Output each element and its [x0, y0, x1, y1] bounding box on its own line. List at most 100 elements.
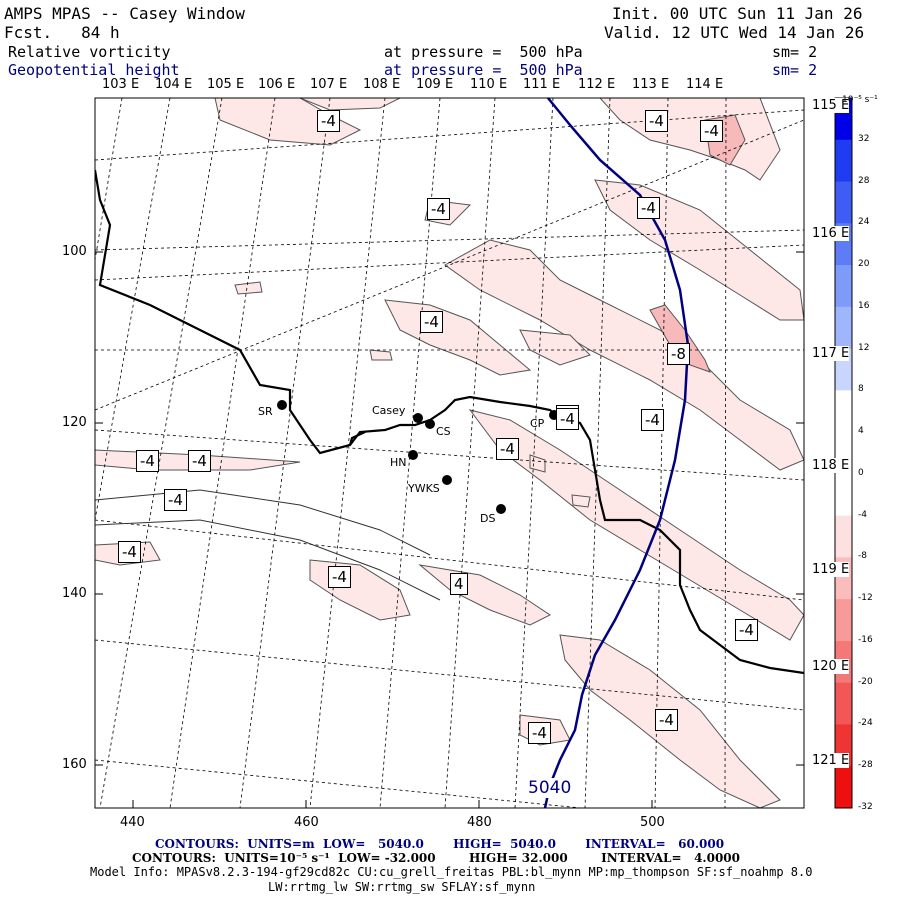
field2-pressure: at pressure = 500 hPa [384, 61, 583, 79]
contour-label: -4 [188, 450, 211, 472]
colorbar-tick-label: -32 [858, 802, 873, 812]
contour-label: -4 [317, 110, 340, 132]
top-lon-label: 110 E [470, 77, 508, 92]
colorbar-tick-label: -24 [858, 718, 873, 729]
field2-name: Geopotential height [8, 61, 180, 79]
colorbar-tick-label: 32 [858, 133, 870, 144]
top-lon-label: 111 E [523, 77, 561, 92]
contour-label: -4 [528, 722, 551, 744]
colorbar-tick-label: -8 [858, 551, 867, 562]
contour-label: -4 [136, 450, 159, 472]
contour-label: -4 [637, 197, 660, 219]
right-lat-label: 121 E [812, 753, 850, 768]
x-axis-label: 440 [120, 815, 145, 830]
colorbar-swatch [835, 390, 852, 433]
colorbar-unit: 10⁻⁵ s⁻¹ [842, 95, 878, 105]
contour-label: -4 [496, 438, 519, 460]
height-contour-label: 5040 [528, 778, 572, 798]
contour-label: -4 [700, 120, 723, 142]
top-lon-label: 106 E [258, 77, 296, 92]
colorbar-swatch [835, 265, 852, 308]
top-lon-label: 103 E [102, 77, 140, 92]
valid-time: Valid. 12 UTC Wed 14 Jan 26 [604, 23, 865, 42]
contour-label: -4 [556, 408, 579, 430]
contour-label: -8 [667, 343, 690, 365]
colorbar-tick-label: 8 [858, 384, 864, 395]
colorbar-tick-label: -20 [858, 676, 873, 687]
station-label-ds: DS [480, 512, 496, 525]
init-time: Init. 00 UTC Sun 11 Jan 26 [612, 4, 863, 23]
station-dot-cs [425, 419, 435, 429]
contour-label: -4 [655, 709, 678, 731]
station-label-hn: HN [390, 456, 407, 469]
contour-label: -4 [735, 619, 758, 641]
colorbar-tick-label: 16 [858, 300, 870, 311]
footer-height-contours: CONTOURS: UNITS=m LOW= 5040.0 HIGH= 5040… [155, 837, 725, 851]
colorbar-swatch [835, 181, 852, 224]
right-lat-label: 118 E [812, 458, 850, 473]
colorbar-tick-label: -16 [858, 634, 873, 645]
contour-label: 4 [450, 573, 468, 595]
contour-label: -4 [427, 198, 450, 220]
station-dot-ds [496, 504, 506, 514]
colorbar-swatch [835, 515, 852, 558]
field1-name: Relative vorticity [8, 43, 171, 61]
right-lat-label: 117 E [812, 346, 850, 361]
station-label-cs: CS [436, 425, 451, 438]
station-dot-hn [408, 450, 418, 460]
y-axis-label: 140 [62, 586, 87, 601]
colorbar-swatch [835, 473, 852, 517]
station-label-cp: CP [530, 417, 545, 430]
station-label-sr: SR [258, 405, 273, 418]
station-dot-casey [413, 413, 423, 423]
colorbar [834, 97, 853, 809]
colorbar-tick-label: 12 [858, 342, 870, 353]
footer-model-info-2: LW:rrtmg_lw SW:rrtmg_sw SFLAY:sf_mynn [268, 880, 536, 894]
colorbar-tick-label: -28 [858, 760, 873, 771]
top-lon-label: 104 E [155, 77, 193, 92]
right-lat-label: 120 E [812, 659, 850, 674]
top-lon-label: 105 E [207, 77, 245, 92]
coastline [95, 169, 804, 675]
forecast-hour: Fcst. 84 h [4, 23, 120, 42]
contour-label: -4 [164, 489, 187, 511]
x-axis-label: 480 [467, 815, 492, 830]
top-lon-label: 109 E [416, 77, 454, 92]
colorbar-tick-label: 20 [858, 259, 870, 270]
colorbar-swatch [835, 139, 852, 183]
x-axis-ticks [132, 800, 653, 808]
colorbar-tick-label: 0 [858, 467, 864, 478]
field1-pressure: at pressure = 500 hPa [384, 43, 583, 61]
station-label-casey: Casey [372, 404, 406, 417]
station-dot-ywks [442, 475, 452, 485]
station-dot-sr [277, 400, 287, 410]
colorbar-swatch [835, 306, 852, 350]
top-lon-label: 108 E [363, 77, 401, 92]
y-axis-label: 100 [62, 244, 87, 259]
top-lon-label: 114 E [686, 77, 724, 92]
x-axis-label: 500 [640, 815, 665, 830]
contour-label: -4 [641, 409, 664, 431]
footer-model-info: Model Info: MPASv8.2.3-194-gf29cd82c CU:… [90, 865, 813, 879]
x-axis-label: 460 [294, 815, 319, 830]
colorbar-swatch [835, 682, 852, 725]
map-title: AMPS MPAS -- Casey Window [4, 4, 245, 23]
top-lon-label: 113 E [632, 77, 670, 92]
y-axis-ticks [95, 251, 804, 766]
contour-label: -4 [645, 110, 668, 132]
y-axis-label: 160 [62, 757, 87, 772]
colorbar-swatch [835, 599, 852, 642]
colorbar-tick-label: -12 [858, 593, 873, 604]
right-lat-label: 116 E [812, 226, 850, 241]
colorbar-tick-label: 24 [858, 217, 870, 228]
contour-label: -4 [420, 311, 443, 333]
contour-label: -4 [118, 541, 141, 563]
colorbar-swatch [835, 766, 852, 809]
height-contour-5040 [543, 97, 690, 809]
footer-vorticity-contours: CONTOURS: UNITS=10⁻⁵ s⁻¹ LOW= -32.000 HI… [132, 851, 740, 865]
field1-smooth: sm= 2 [772, 43, 818, 61]
colorbar-tick-label: -4 [858, 509, 867, 520]
right-lat-label: 115 E [812, 98, 850, 113]
contour-label: -4 [328, 566, 351, 588]
